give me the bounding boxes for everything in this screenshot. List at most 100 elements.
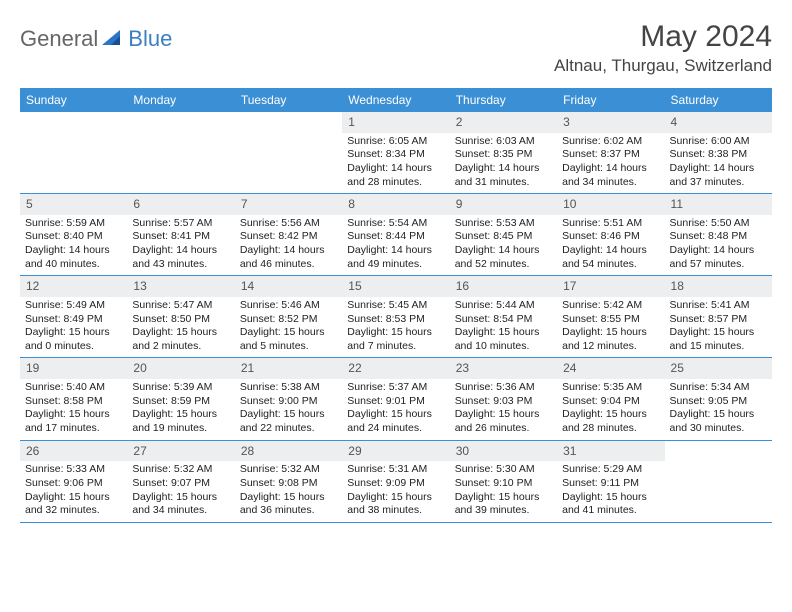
day-number: 27 xyxy=(127,441,234,462)
day-body: Sunrise: 5:50 AMSunset: 8:48 PMDaylight:… xyxy=(665,217,772,276)
sunset-line: Sunset: 9:04 PM xyxy=(562,395,659,409)
day-number: 31 xyxy=(557,441,664,462)
title-block: May 2024 Altnau, Thurgau, Switzerland xyxy=(554,20,772,76)
sunset-line: Sunset: 9:05 PM xyxy=(670,395,767,409)
weekday-header: Thursday xyxy=(450,88,557,112)
day-cell: 10Sunrise: 5:51 AMSunset: 8:46 PMDayligh… xyxy=(557,194,664,275)
sunrise-line: Sunrise: 5:54 AM xyxy=(347,217,444,231)
day-number: 10 xyxy=(557,194,664,215)
day-cell: 22Sunrise: 5:37 AMSunset: 9:01 PMDayligh… xyxy=(342,358,449,439)
day-number: 13 xyxy=(127,276,234,297)
sunset-line: Sunset: 8:41 PM xyxy=(132,230,229,244)
day-body: Sunrise: 5:30 AMSunset: 9:10 PMDaylight:… xyxy=(450,463,557,522)
sunset-line: Sunset: 8:37 PM xyxy=(562,148,659,162)
day-body: Sunrise: 5:51 AMSunset: 8:46 PMDaylight:… xyxy=(557,217,664,276)
day-cell: 1Sunrise: 6:05 AMSunset: 8:34 PMDaylight… xyxy=(342,112,449,193)
day-body: Sunrise: 5:39 AMSunset: 8:59 PMDaylight:… xyxy=(127,381,234,440)
day-cell: 23 Sunrise: 5:36 AMSunset: 9:03 PMDayligh… xyxy=(450,358,557,439)
day-cell: 26Sunrise: 5:33 AMSunset: 9:06 PMDayligh… xyxy=(20,441,127,522)
daylight-line: Daylight: 14 hours and 37 minutes. xyxy=(670,162,767,189)
sunrise-line: Sunrise: 6:00 AM xyxy=(670,135,767,149)
sunrise-line: Sunrise: 5:36 AM xyxy=(455,381,552,395)
day-number: 6 xyxy=(127,194,234,215)
sunrise-line: Sunrise: 5:44 AM xyxy=(455,299,552,313)
sunrise-line: Sunrise: 5:51 AM xyxy=(562,217,659,231)
day-number: 18 xyxy=(665,276,772,297)
weekday-header: Friday xyxy=(557,88,664,112)
day-body: Sunrise: 5:59 AMSunset: 8:40 PMDaylight:… xyxy=(20,217,127,276)
brand-part2: Blue xyxy=(128,26,172,52)
sunrise-line: Sunrise: 5:46 AM xyxy=(240,299,337,313)
day-cell: 14Sunrise: 5:46 AMSunset: 8:52 PMDayligh… xyxy=(235,276,342,357)
sunrise-line: Sunrise: 5:34 AM xyxy=(670,381,767,395)
day-cell: 7Sunrise: 5:56 AMSunset: 8:42 PMDaylight… xyxy=(235,194,342,275)
day-number: 7 xyxy=(235,194,342,215)
weekday-header: Wednesday xyxy=(342,88,449,112)
daylight-line: Daylight: 14 hours and 34 minutes. xyxy=(562,162,659,189)
sunrise-line: Sunrise: 5:53 AM xyxy=(455,217,552,231)
sunset-line: Sunset: 9:03 PM xyxy=(455,395,552,409)
sunrise-line: Sunrise: 5:42 AM xyxy=(562,299,659,313)
day-number: 29 xyxy=(342,441,449,462)
sunrise-line: Sunrise: 5:59 AM xyxy=(25,217,122,231)
daylight-line: Daylight: 15 hours and 10 minutes. xyxy=(455,326,552,353)
day-cell: 9Sunrise: 5:53 AMSunset: 8:45 PMDaylight… xyxy=(450,194,557,275)
day-cell: 27Sunrise: 5:32 AMSunset: 9:07 PMDayligh… xyxy=(127,441,234,522)
sunset-line: Sunset: 8:42 PM xyxy=(240,230,337,244)
sunset-line: Sunset: 8:46 PM xyxy=(562,230,659,244)
sunset-line: Sunset: 9:11 PM xyxy=(562,477,659,491)
sunrise-line: Sunrise: 5:40 AM xyxy=(25,381,122,395)
sunset-line: Sunset: 8:54 PM xyxy=(455,313,552,327)
day-cell: 21Sunrise: 5:38 AMSunset: 9:00 PMDayligh… xyxy=(235,358,342,439)
weeks-container: ...1Sunrise: 6:05 AMSunset: 8:34 PMDayli… xyxy=(20,112,772,523)
daylight-line: Daylight: 15 hours and 34 minutes. xyxy=(132,491,229,518)
day-body: Sunrise: 5:38 AMSunset: 9:00 PMDaylight:… xyxy=(235,381,342,440)
sunset-line: Sunset: 8:58 PM xyxy=(25,395,122,409)
day-cell: 11Sunrise: 5:50 AMSunset: 8:48 PMDayligh… xyxy=(665,194,772,275)
sunset-line: Sunset: 9:07 PM xyxy=(132,477,229,491)
day-cell: 5Sunrise: 5:59 AMSunset: 8:40 PMDaylight… xyxy=(20,194,127,275)
daylight-line: Daylight: 14 hours and 52 minutes. xyxy=(455,244,552,271)
header: General Blue May 2024 Altnau, Thurgau, S… xyxy=(20,20,772,76)
sunrise-line: Sunrise: 5:35 AM xyxy=(562,381,659,395)
sunrise-line: Sunrise: 5:41 AM xyxy=(670,299,767,313)
day-number: 20 xyxy=(127,358,234,379)
daylight-line: Daylight: 15 hours and 24 minutes. xyxy=(347,408,444,435)
day-body: Sunrise: 5:40 AMSunset: 8:58 PMDaylight:… xyxy=(20,381,127,440)
day-body: Sunrise: 5:49 AMSunset: 8:49 PMDaylight:… xyxy=(20,299,127,358)
day-number: 3 xyxy=(557,112,664,133)
day-body: Sunrise: 6:03 AMSunset: 8:35 PMDaylight:… xyxy=(450,135,557,194)
day-body: Sunrise: 6:00 AMSunset: 8:38 PMDaylight:… xyxy=(665,135,772,194)
month-title: May 2024 xyxy=(554,20,772,54)
daylight-line: Daylight: 15 hours and 0 minutes. xyxy=(25,326,122,353)
sunrise-line: Sunrise: 5:45 AM xyxy=(347,299,444,313)
day-number: 8 xyxy=(342,194,449,215)
week-row: 19Sunrise: 5:40 AMSunset: 8:58 PMDayligh… xyxy=(20,358,772,440)
daylight-line: Daylight: 15 hours and 26 minutes. xyxy=(455,408,552,435)
brand-logo: General Blue xyxy=(20,20,172,52)
day-body: Sunrise: 5:57 AMSunset: 8:41 PMDaylight:… xyxy=(127,217,234,276)
day-number: 24 xyxy=(557,358,664,379)
daylight-line: Daylight: 15 hours and 12 minutes. xyxy=(562,326,659,353)
sunset-line: Sunset: 9:06 PM xyxy=(25,477,122,491)
sunrise-line: Sunrise: 5:32 AM xyxy=(132,463,229,477)
sunrise-line: Sunrise: 5:47 AM xyxy=(132,299,229,313)
day-body: Sunrise: 5:41 AMSunset: 8:57 PMDaylight:… xyxy=(665,299,772,358)
day-body: Sunrise: 6:02 AMSunset: 8:37 PMDaylight:… xyxy=(557,135,664,194)
weekday-header: Monday xyxy=(127,88,234,112)
sunrise-line: Sunrise: 5:30 AM xyxy=(455,463,552,477)
sunset-line: Sunset: 8:52 PM xyxy=(240,313,337,327)
day-number: 30 xyxy=(450,441,557,462)
day-body: Sunrise: 5:33 AMSunset: 9:06 PMDaylight:… xyxy=(20,463,127,522)
calendar-grid: Sunday Monday Tuesday Wednesday Thursday… xyxy=(20,88,772,523)
day-cell: 18Sunrise: 5:41 AMSunset: 8:57 PMDayligh… xyxy=(665,276,772,357)
day-body: Sunrise: 5:37 AMSunset: 9:01 PMDaylight:… xyxy=(342,381,449,440)
sunrise-line: Sunrise: 5:38 AM xyxy=(240,381,337,395)
calendar-page: General Blue May 2024 Altnau, Thurgau, S… xyxy=(0,0,792,533)
day-body: Sunrise: 5:53 AMSunset: 8:45 PMDaylight:… xyxy=(450,217,557,276)
daylight-line: Daylight: 15 hours and 36 minutes. xyxy=(240,491,337,518)
day-cell: 12Sunrise: 5:49 AMSunset: 8:49 PMDayligh… xyxy=(20,276,127,357)
day-cell: 8Sunrise: 5:54 AMSunset: 8:44 PMDaylight… xyxy=(342,194,449,275)
day-number: 23 xyxy=(450,358,557,379)
sunset-line: Sunset: 8:50 PM xyxy=(132,313,229,327)
